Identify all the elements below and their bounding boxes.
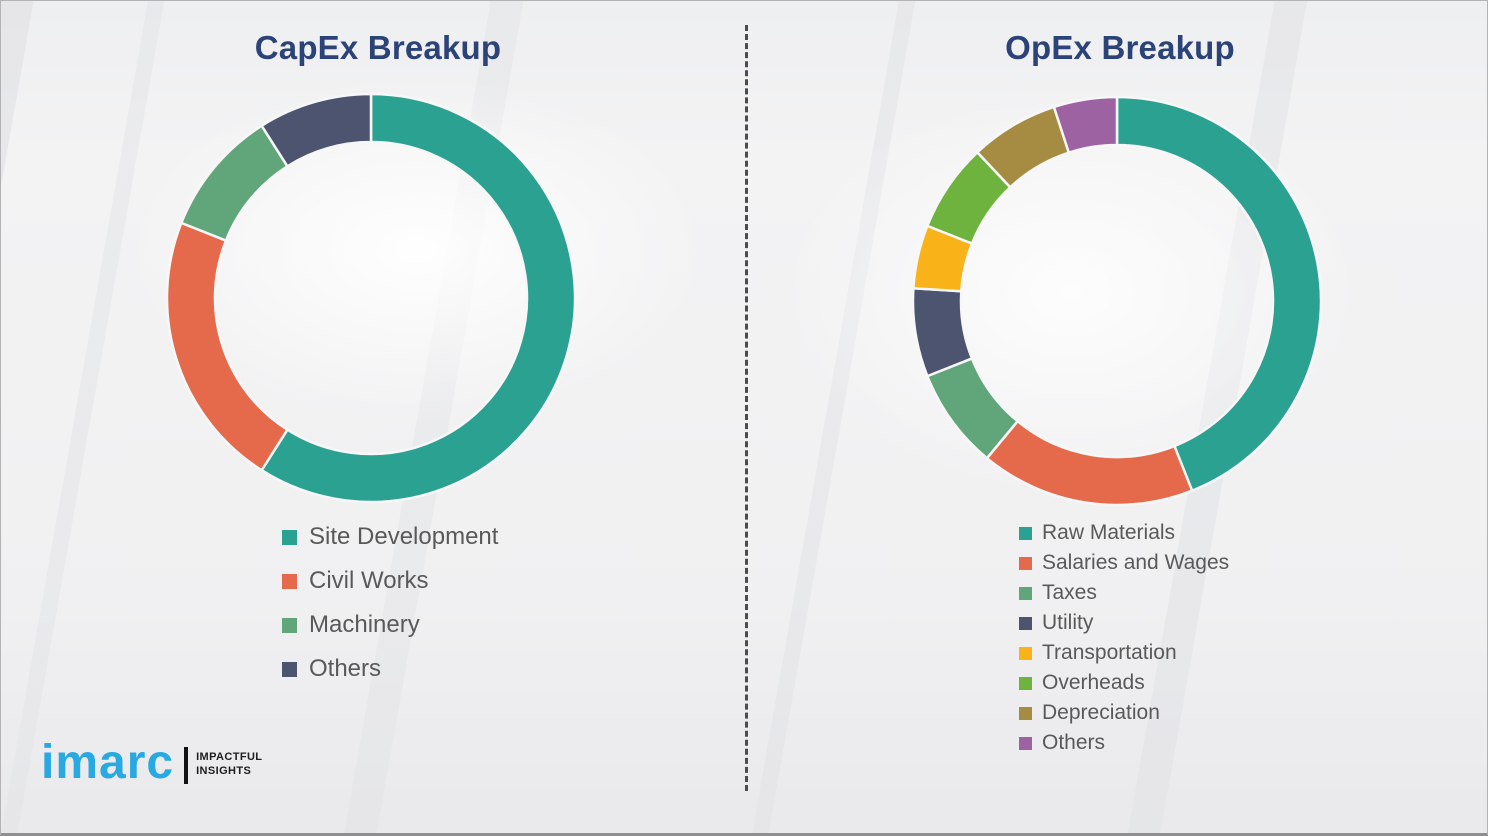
- donut-segment-site-development: [260, 92, 577, 504]
- panel-divider: [745, 25, 748, 791]
- donut-segment-civil-works: [165, 221, 289, 472]
- legend-swatch-machinery: [282, 617, 297, 633]
- legend-swatch-others: [282, 661, 297, 677]
- legend-label-others: Others: [1042, 731, 1106, 754]
- legend-swatch-utility: [1019, 616, 1032, 630]
- imarc-logo-wordmark: imarc: [41, 736, 175, 789]
- legend-item-transportation: Transportation: [1019, 638, 1229, 668]
- legend-label-overheads: Overheads: [1042, 671, 1145, 694]
- legend-item-depreciation: Depreciation: [1019, 698, 1229, 728]
- opex-title: OpEx Breakup: [1005, 29, 1235, 66]
- donut-segment-others: [260, 92, 373, 168]
- legend-swatch-salaries-and-wages: [1019, 556, 1032, 570]
- legend-swatch-taxes: [1019, 586, 1032, 600]
- capex-title: CapEx Breakup: [254, 29, 502, 66]
- capex-legend: Site Development Civil Works Machinery Othe…: [282, 515, 498, 691]
- legend-swatch-transportation: [1019, 646, 1032, 660]
- legend-label-civil-works: Civil Works: [309, 567, 429, 594]
- legend-label-depreciation: Depreciation: [1042, 701, 1160, 724]
- legend-item-machinery: Machinery: [282, 603, 498, 647]
- legend-item-raw-materials: Raw Materials: [1019, 518, 1229, 548]
- donut-segment-others: [1052, 95, 1119, 154]
- legend-item-salaries-and-wages: Salaries and Wages: [1019, 548, 1229, 578]
- legend-swatch-civil-works: [282, 573, 297, 589]
- legend-swatch-raw-materials: [1019, 526, 1032, 540]
- legend-item-overheads: Overheads: [1019, 668, 1229, 698]
- legend-label-raw-materials: Raw Materials: [1042, 521, 1176, 544]
- legend-label-salaries-and-wages: Salaries and Wages: [1042, 551, 1230, 574]
- legend-item-others: Others: [1019, 728, 1229, 758]
- legend-swatch-depreciation: [1019, 706, 1032, 720]
- logo-divider-bar: [184, 746, 189, 784]
- legend-swatch-site-development: [282, 529, 297, 545]
- legend-swatch-overheads: [1019, 676, 1032, 690]
- legend-label-others: Others: [309, 655, 382, 682]
- legend-label-site-development: Site Development: [309, 523, 499, 550]
- logo-tagline: IMPACTFUL INSIGHTS: [196, 751, 262, 779]
- legend-swatch-others: [1019, 736, 1032, 750]
- opex-legend: Raw Materials Salaries and Wages Taxes Util…: [1019, 518, 1229, 758]
- logo-tagline-line1: IMPACTFUL: [196, 751, 263, 764]
- donut-segment-raw-materials: [1115, 95, 1323, 492]
- legend-label-machinery: Machinery: [309, 611, 420, 638]
- legend-item-utility: Utility: [1019, 608, 1229, 638]
- legend-label-transportation: Transportation: [1042, 641, 1177, 664]
- legend-item-taxes: Taxes: [1019, 578, 1229, 608]
- legend-item-civil-works: Civil Works: [282, 559, 498, 603]
- donut-segment-utility: [911, 286, 974, 378]
- legend-label-utility: Utility: [1042, 611, 1094, 634]
- donut-segment-salaries-and-wages: [985, 419, 1194, 507]
- capex-donut-chart: [165, 92, 577, 504]
- imarc-logo: imarc IMPACTFUL INSIGHTS: [41, 739, 262, 787]
- legend-item-site-development: Site Development: [282, 515, 498, 559]
- opex-donut-chart: [911, 95, 1323, 507]
- legend-label-taxes: Taxes: [1042, 581, 1097, 604]
- legend-item-others: Others: [282, 647, 498, 691]
- logo-tagline-line2: INSIGHTS: [196, 765, 252, 777]
